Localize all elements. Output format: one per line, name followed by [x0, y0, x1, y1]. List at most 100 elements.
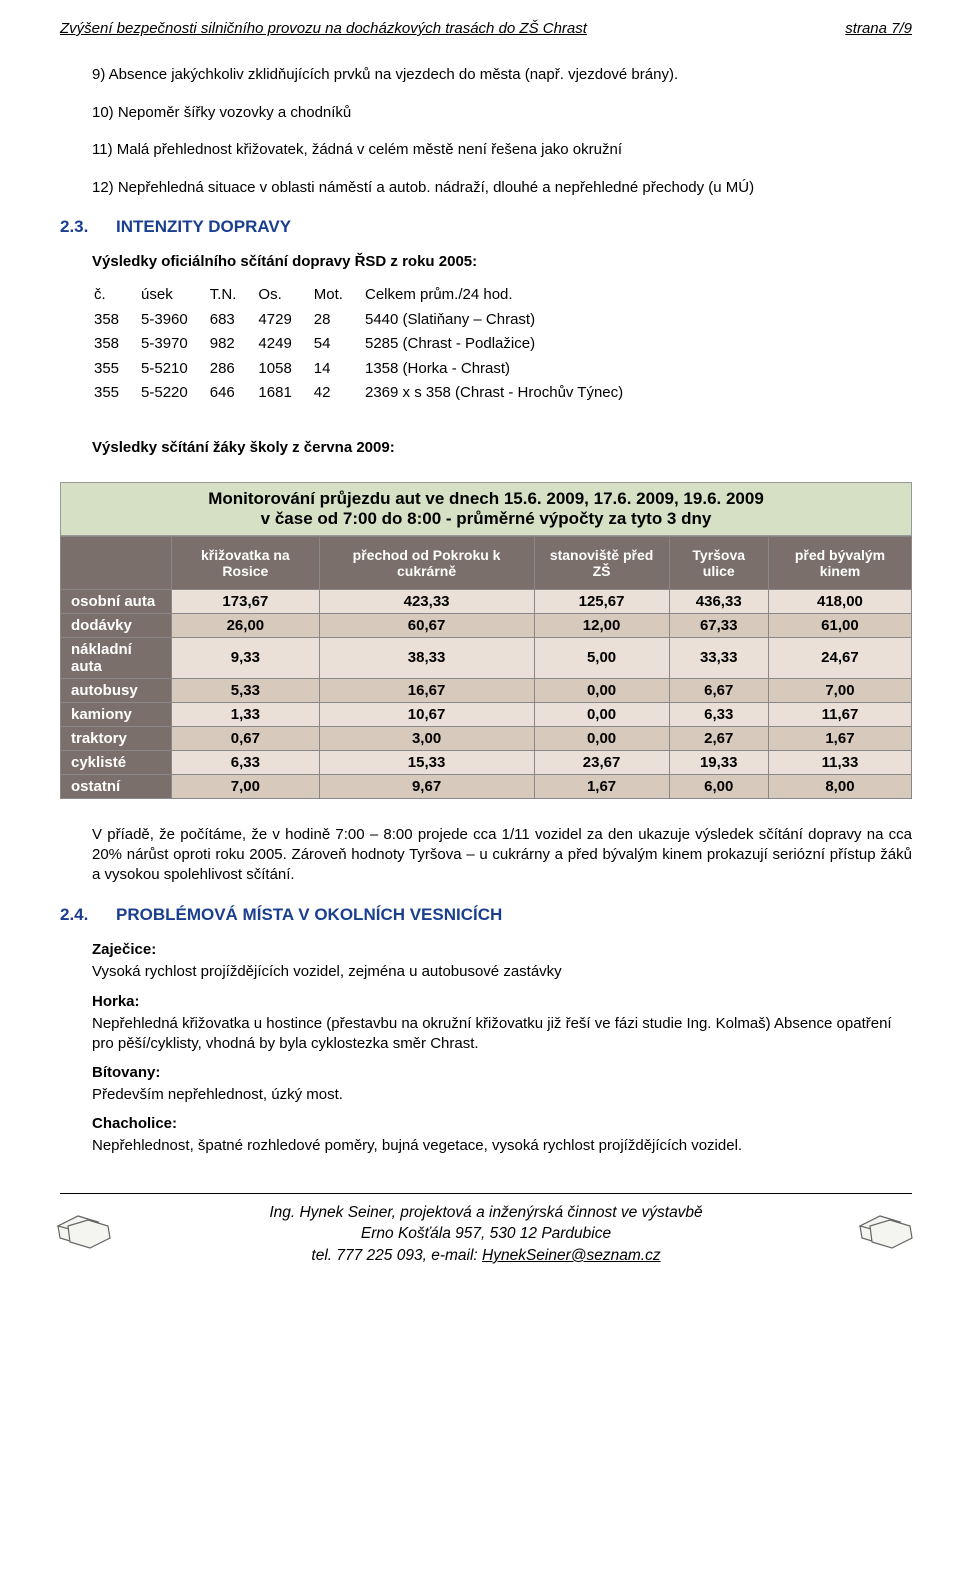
paragraph: V příadě, že počítáme, že v hodině 7:00 …: [92, 825, 912, 886]
table-row: dodávky26,0060,6712,0067,3361,00: [61, 613, 912, 637]
table-cell: 6,67: [669, 678, 768, 702]
table-cell: 23,67: [534, 750, 669, 774]
village-name: Horka:: [92, 993, 912, 1010]
subsection-title: Výsledky oficiálního sčítání dopravy ŘSD…: [92, 253, 912, 270]
table-cell: 2,67: [669, 726, 768, 750]
footer-tel: tel. 777 225 093, e-mail:: [311, 1247, 482, 1264]
section-title: PROBLÉMOVÁ MÍSTA V OKOLNÍCH VESNICÍCH: [116, 905, 502, 925]
table-row: ostatní7,009,671,676,008,00: [61, 774, 912, 798]
table-cell: 436,33: [669, 589, 768, 613]
section-heading-23: 2.3. INTENZITY DOPRAVY: [60, 217, 912, 237]
table-cell: 1058: [258, 358, 311, 381]
table-cell: 15,33: [319, 750, 534, 774]
list-item: 12) Nepřehledná situace v oblasti náměst…: [92, 178, 912, 198]
table-cell: 24,67: [768, 637, 911, 678]
village-text: Vysoká rychlost projíždějících vozidel, …: [92, 962, 912, 982]
table-cell: 355: [94, 382, 139, 405]
paver-icon: [852, 1204, 922, 1254]
table-cell: 0,67: [172, 726, 319, 750]
table-cell: 2369 x s 358 (Chrast - Hrochův Týnec): [365, 382, 643, 405]
table-cell: 5440 (Slatiňany – Chrast): [365, 309, 643, 332]
table-header-cell: křižovatka na Rosice: [172, 536, 319, 589]
village-name: Zaječice:: [92, 941, 912, 958]
table-header-cell: Os.: [258, 284, 311, 307]
table-cell: 3,00: [319, 726, 534, 750]
table-cell: 11,33: [768, 750, 911, 774]
footer-line2: Erno Košťála 957, 530 12 Pardubice: [60, 1223, 912, 1245]
subsection-title-2: Výsledky sčítání žáky školy z června 200…: [92, 439, 912, 456]
table-row-label: autobusy: [61, 678, 172, 702]
table-header-cell: přechod od Pokroku k cukrárně: [319, 536, 534, 589]
table-row-label: cyklisté: [61, 750, 172, 774]
monitor-table: křižovatka na Rosicepřechod od Pokroku k…: [60, 536, 912, 799]
village-text: Především nepřehlednost, úzký most.: [92, 1085, 912, 1105]
section-number: 2.4.: [60, 905, 116, 925]
footer-line3: tel. 777 225 093, e-mail: HynekSeiner@se…: [60, 1245, 912, 1267]
table-cell: 5285 (Chrast - Podlažice): [365, 333, 643, 356]
table-header-cell: stanoviště před ZŠ: [534, 536, 669, 589]
table-cell: 418,00: [768, 589, 911, 613]
table-row-label: ostatní: [61, 774, 172, 798]
village-text: Nepřehledná křižovatka u hostince (přest…: [92, 1014, 912, 1055]
table-cell: 6,33: [172, 750, 319, 774]
table-cell: 26,00: [172, 613, 319, 637]
table-cell: 286: [210, 358, 257, 381]
table-cell: 982: [210, 333, 257, 356]
table-header-cell: Tyršova ulice: [669, 536, 768, 589]
monitor-title-line2: v čase od 7:00 do 8:00 - průměrné výpočt…: [65, 509, 907, 529]
table-row: 3585-39709824249545285 (Chrast - Podlaži…: [94, 333, 643, 356]
table-cell: 6,33: [669, 702, 768, 726]
table-cell: 19,33: [669, 750, 768, 774]
village-name: Bítovany:: [92, 1064, 912, 1081]
table-row-label: dodávky: [61, 613, 172, 637]
table-cell: 60,67: [319, 613, 534, 637]
table-cell: 67,33: [669, 613, 768, 637]
list-item: 9) Absence jakýchkoliv zklidňujících prv…: [92, 65, 912, 85]
table-header-cell: úsek: [141, 284, 208, 307]
section-heading-24: 2.4. PROBLÉMOVÁ MÍSTA V OKOLNÍCH VESNICÍ…: [60, 905, 912, 925]
table-row: osobní auta173,67423,33125,67436,33418,0…: [61, 589, 912, 613]
section-number: 2.3.: [60, 217, 116, 237]
table-cell: 646: [210, 382, 257, 405]
table-header-cell: [61, 536, 172, 589]
table-cell: 5-3970: [141, 333, 208, 356]
table-cell: 358: [94, 309, 139, 332]
table-cell: 54: [314, 333, 363, 356]
village-block: Chacholice: Nepřehlednost, špatné rozhled…: [92, 1115, 912, 1156]
table-row-label: traktory: [61, 726, 172, 750]
table-row-label: nákladní auta: [61, 637, 172, 678]
village-text: Nepřehlednost, špatné rozhledové poměry,…: [92, 1136, 912, 1156]
page-header: Zvýšení bezpečnosti silničního provozu n…: [60, 20, 912, 37]
table-cell: 5,33: [172, 678, 319, 702]
table-cell: 7,00: [768, 678, 911, 702]
list-item: 11) Malá přehlednost křižovatek, žádná v…: [92, 140, 912, 160]
table-cell: 38,33: [319, 637, 534, 678]
table-cell: 173,67: [172, 589, 319, 613]
table-cell: 33,33: [669, 637, 768, 678]
village-block: Bítovany: Především nepřehlednost, úzký m…: [92, 1064, 912, 1105]
section-title: INTENZITY DOPRAVY: [116, 217, 291, 237]
footer-email-link[interactable]: HynekSeiner@seznam.cz: [482, 1247, 661, 1264]
table-row: 3555-52102861058141358 (Horka - Chrast): [94, 358, 643, 381]
table-cell: 1,33: [172, 702, 319, 726]
monitor-table-container: Monitorování průjezdu aut ve dnech 15.6.…: [60, 482, 912, 799]
table-cell: 1,67: [534, 774, 669, 798]
rsd-table: č.úsekT.N.Os.Mot.Celkem prům./24 hod.358…: [92, 282, 912, 407]
page-footer: Ing. Hynek Seiner, projektová a inženýrs…: [60, 1193, 912, 1267]
table-cell: 42: [314, 382, 363, 405]
table-cell: 14: [314, 358, 363, 381]
table-cell: 5,00: [534, 637, 669, 678]
monitor-title-line1: Monitorování průjezdu aut ve dnech 15.6.…: [65, 489, 907, 509]
table-header-cell: před bývalým kinem: [768, 536, 911, 589]
table-cell: 358: [94, 333, 139, 356]
table-row: cyklisté6,3315,3323,6719,3311,33: [61, 750, 912, 774]
village-name: Chacholice:: [92, 1115, 912, 1132]
table-cell: 8,00: [768, 774, 911, 798]
paver-icon: [50, 1204, 120, 1254]
table-cell: 1,67: [768, 726, 911, 750]
table-header-cell: Celkem prům./24 hod.: [365, 284, 643, 307]
table-header-cell: Mot.: [314, 284, 363, 307]
table-cell: 16,67: [319, 678, 534, 702]
table-cell: 4249: [258, 333, 311, 356]
list-item: 10) Nepoměr šířky vozovky a chodníků: [92, 103, 912, 123]
